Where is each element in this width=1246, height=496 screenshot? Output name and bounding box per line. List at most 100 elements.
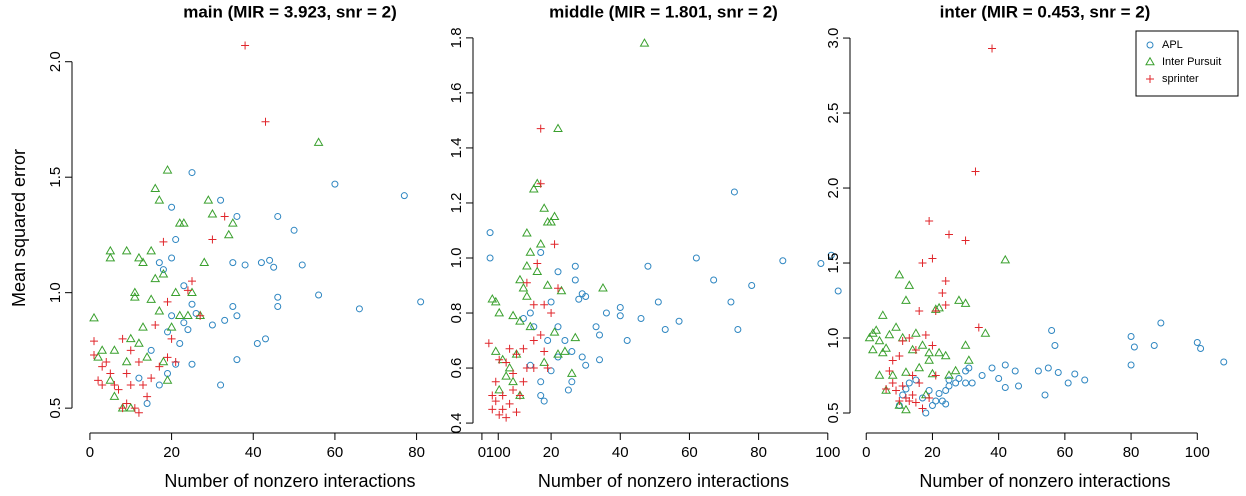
point [486, 254, 494, 262]
point [539, 203, 550, 212]
point [495, 410, 504, 419]
point [1081, 376, 1089, 384]
point [914, 362, 925, 372]
point [888, 379, 897, 388]
point [568, 378, 576, 386]
point [290, 226, 298, 234]
point [1197, 345, 1205, 353]
x-axis-label: Number of nonzero interactions [164, 471, 415, 491]
point [540, 300, 549, 309]
point [968, 379, 976, 387]
point [512, 350, 521, 359]
point [1220, 358, 1228, 366]
point [911, 346, 920, 355]
point [155, 259, 163, 267]
point [183, 286, 192, 295]
point [1034, 367, 1042, 375]
point [995, 375, 1003, 383]
point [525, 321, 536, 331]
point [654, 298, 662, 306]
x-tick-label: 100 [815, 444, 840, 461]
point [554, 284, 563, 293]
point [532, 266, 543, 276]
point [935, 390, 943, 398]
point [561, 337, 569, 345]
point [526, 309, 534, 317]
point [540, 347, 549, 356]
point [227, 218, 238, 227]
point [961, 236, 970, 245]
point [147, 374, 156, 383]
x-tick-label: 40 [990, 444, 1007, 461]
point [494, 384, 505, 394]
point [1127, 333, 1135, 341]
point [894, 400, 905, 409]
point [118, 334, 127, 343]
point [488, 391, 497, 400]
point [941, 277, 950, 286]
point [130, 404, 139, 413]
point [166, 322, 177, 331]
point [147, 346, 155, 354]
point [529, 336, 538, 345]
point [884, 329, 895, 339]
point [918, 404, 927, 413]
point [1041, 391, 1049, 399]
x-axis-label: Number of nonzero interactions [538, 471, 789, 491]
point [928, 341, 937, 350]
y-tick-label: 1.0 [448, 248, 465, 269]
point [498, 405, 507, 414]
point [241, 41, 250, 50]
point [644, 262, 652, 270]
point [519, 344, 528, 353]
point [536, 124, 545, 133]
point [203, 195, 214, 204]
point [518, 283, 529, 292]
point [154, 195, 165, 204]
x-tick-label: 100 [486, 444, 511, 461]
legend-marker [1145, 56, 1155, 66]
point [146, 245, 157, 255]
point [928, 254, 937, 263]
point [874, 335, 885, 345]
x-tick-label: 60 [1057, 444, 1074, 461]
point [1064, 379, 1072, 387]
point [257, 259, 265, 267]
point [566, 368, 577, 377]
legend-label: Inter Pursuit [1162, 56, 1221, 68]
point [905, 334, 914, 343]
point [904, 280, 915, 289]
point [208, 321, 216, 329]
point [233, 312, 241, 320]
x-tick-label: 60 [327, 444, 344, 461]
point [498, 391, 507, 400]
point [556, 285, 567, 295]
point [490, 346, 501, 355]
y-tick-label: 0.6 [448, 358, 465, 379]
point [661, 326, 669, 334]
point [139, 381, 148, 390]
point [509, 369, 518, 378]
point [915, 379, 924, 388]
point [180, 282, 188, 290]
point [547, 298, 555, 306]
point [253, 339, 261, 347]
point [501, 371, 511, 380]
point [154, 305, 165, 315]
point [532, 178, 543, 188]
point [508, 310, 518, 320]
point [125, 402, 136, 412]
point [298, 261, 306, 269]
point [907, 344, 918, 354]
point [522, 261, 532, 270]
point [924, 355, 934, 364]
point [1157, 319, 1165, 327]
point [502, 413, 511, 422]
x-axis-label: Number of nonzero interactions [919, 471, 1170, 491]
point [1193, 339, 1201, 347]
point [164, 328, 172, 336]
point [1000, 254, 1011, 264]
point [484, 339, 493, 348]
point [528, 183, 539, 193]
point [138, 257, 148, 266]
